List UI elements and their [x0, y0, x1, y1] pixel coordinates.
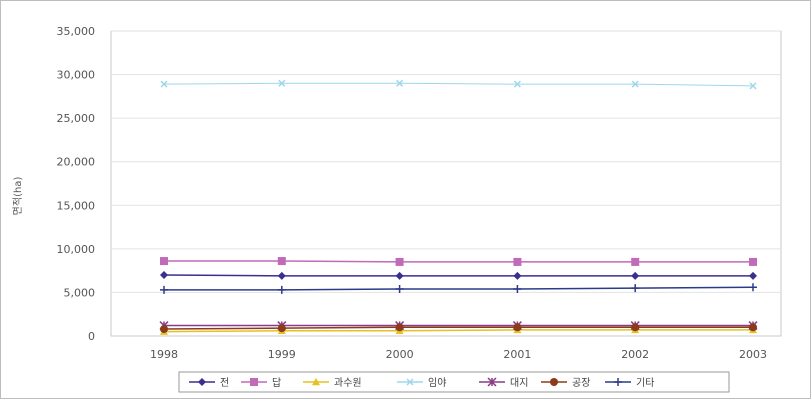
y-tick-label: 20,000	[57, 156, 96, 169]
legend-item: 기타	[605, 377, 654, 389]
y-tick-label: 10,000	[57, 243, 96, 256]
series-1	[160, 257, 757, 266]
data-point	[395, 257, 404, 266]
legend-marker	[312, 378, 320, 386]
legend-marker	[250, 378, 258, 386]
legend-label: 답	[272, 377, 281, 389]
data-point	[277, 271, 286, 280]
series-line	[163, 82, 754, 87]
series-line	[163, 326, 753, 330]
y-tick-label: 25,000	[57, 112, 96, 125]
data-point	[396, 79, 404, 87]
legend-label: 기타	[636, 377, 654, 389]
legend-label: 과수원	[334, 377, 362, 389]
y-tick-label: 15,000	[57, 199, 96, 212]
series-5	[160, 323, 757, 334]
grid-lines	[111, 30, 781, 293]
series-6	[160, 283, 757, 294]
series-0	[160, 271, 757, 280]
y-tick-label: 5,000	[64, 286, 96, 299]
data-point	[278, 79, 286, 87]
data-point	[160, 285, 168, 294]
x-tick-label: 1998	[150, 348, 178, 361]
x-tick-label: 2001	[503, 348, 531, 361]
legend-label: 대지	[510, 377, 528, 389]
series-line	[163, 329, 753, 333]
plot-area	[110, 30, 782, 337]
data-point	[631, 284, 640, 293]
data-point	[513, 323, 522, 332]
data-point	[513, 284, 522, 293]
legend-marker	[198, 378, 206, 386]
data-point	[749, 283, 757, 292]
data-point	[513, 271, 522, 280]
data-point	[749, 323, 757, 332]
data-point	[160, 80, 168, 88]
legend-label: 공장	[572, 377, 590, 389]
data-point	[395, 323, 404, 332]
data-point	[277, 324, 286, 333]
legend-item: 공장	[541, 377, 590, 389]
data-point	[395, 271, 404, 280]
series-3	[160, 79, 757, 90]
data-point	[513, 80, 521, 88]
x-tick-label: 2002	[621, 348, 649, 361]
x-tick-label: 2003	[739, 348, 767, 361]
data-point	[160, 325, 168, 334]
data-point	[631, 323, 640, 332]
data-point	[749, 257, 757, 266]
legend-label: 전	[220, 377, 229, 389]
data-point	[513, 257, 522, 266]
data-point	[749, 82, 757, 90]
series-line	[163, 274, 753, 277]
y-tick-label: 30,000	[57, 69, 96, 82]
data-point	[160, 257, 168, 266]
legend-item: 답	[241, 377, 281, 389]
data-point	[631, 271, 640, 280]
data-point	[395, 284, 404, 293]
x-axis-tick-labels: 1998 1999 2000 2001 2002 2003	[150, 348, 767, 361]
data-point	[160, 271, 168, 279]
series-line	[164, 286, 754, 291]
x-tick-label: 2000	[386, 348, 414, 361]
y-tick-label: 35,000	[57, 25, 96, 38]
legend-marker	[487, 377, 497, 387]
legend: 전 답 과수원 임야 대지 공장 기타	[189, 376, 654, 389]
legend-item: 전	[189, 377, 229, 389]
legend-box	[178, 371, 730, 393]
legend-item: 과수원	[303, 377, 362, 389]
data-point	[749, 271, 757, 280]
data-point	[277, 285, 286, 294]
y-axis-label: 면적(ha)	[12, 177, 24, 216]
legend-marker	[406, 378, 414, 386]
data-point	[631, 257, 640, 266]
x-tick-label: 1999	[268, 348, 296, 361]
y-tick-label: 0	[88, 330, 95, 343]
legend-label: 임야	[428, 376, 446, 389]
series-line	[164, 260, 753, 263]
data-point	[277, 257, 286, 266]
y-axis-tick-labels: 0 5,000 10,000 15,000 20,000 25,000 30,000 35,0…	[57, 25, 96, 343]
data-point	[631, 80, 639, 88]
legend-marker	[550, 378, 558, 386]
legend-item: 임야	[397, 376, 446, 389]
legend-item: 대지	[479, 377, 528, 389]
series-group	[159, 79, 758, 335]
legend-marker	[614, 378, 622, 386]
